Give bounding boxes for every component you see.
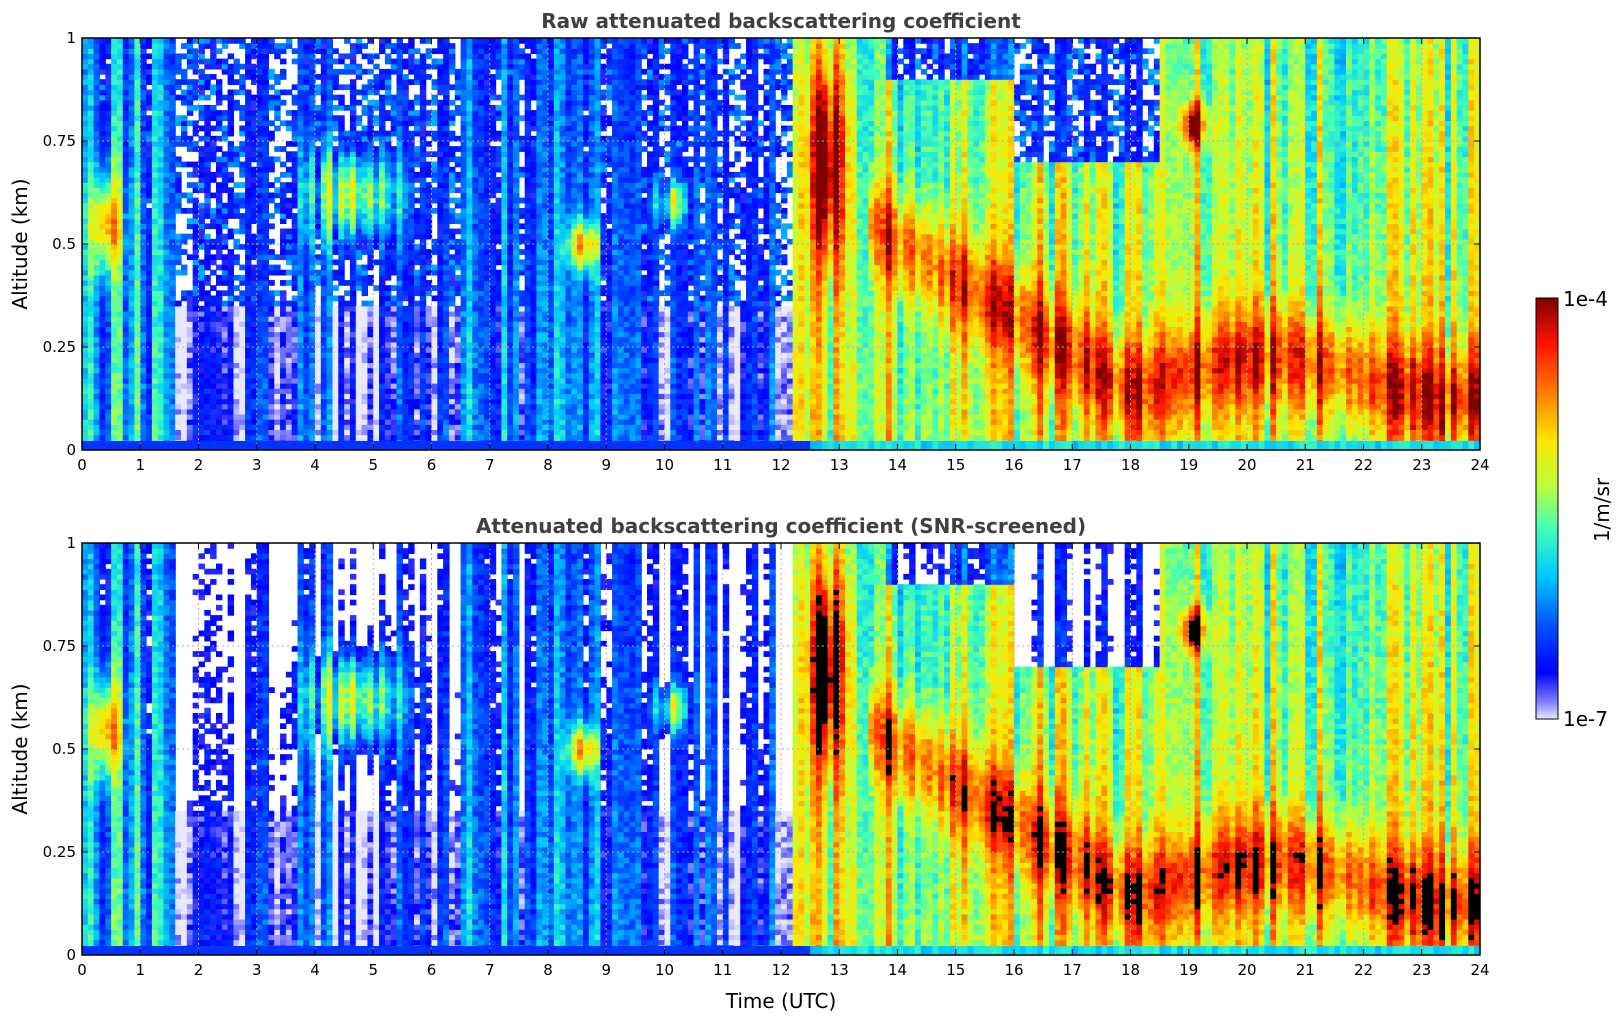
x-tick-label: 11 bbox=[713, 456, 732, 474]
y-tick-label: 1 bbox=[66, 534, 76, 552]
x-tick-label: 7 bbox=[485, 456, 495, 474]
y-tick-label: 0 bbox=[66, 441, 76, 459]
x-tick-label: 3 bbox=[252, 961, 262, 979]
panel-raw-y-ticks: 0 0.25 0.5 0.75 1 bbox=[43, 29, 1480, 459]
panel-screened-xlabel: Time (UTC) bbox=[725, 989, 837, 1013]
y-tick-label: 0.5 bbox=[52, 235, 76, 253]
x-tick-label: 16 bbox=[1004, 456, 1023, 474]
y-tick-label: 1 bbox=[66, 29, 76, 47]
panel-screened: Attenuated backscattering coefficient (S… bbox=[8, 514, 1490, 1013]
x-tick-label: 14 bbox=[888, 456, 907, 474]
colorbar-min-label: 1e-7 bbox=[1563, 707, 1608, 731]
x-tick-label: 13 bbox=[830, 961, 849, 979]
panel-screened-title: Attenuated backscattering coefficient (S… bbox=[476, 514, 1086, 538]
panel-screened-grid bbox=[82, 543, 1480, 955]
x-tick-label: 22 bbox=[1354, 456, 1373, 474]
colorbar-max-label: 1e-4 bbox=[1563, 287, 1608, 311]
y-tick-label: 0.75 bbox=[43, 132, 76, 150]
x-tick-label: 14 bbox=[888, 961, 907, 979]
x-tick-label: 2 bbox=[194, 961, 204, 979]
y-tick-label: 0 bbox=[66, 946, 76, 964]
colorbar-label: 1/m/sr bbox=[1590, 477, 1614, 542]
x-tick-label: 5 bbox=[368, 456, 378, 474]
x-tick-label: 2 bbox=[194, 456, 204, 474]
x-tick-label: 15 bbox=[946, 961, 965, 979]
x-tick-label: 0 bbox=[77, 961, 87, 979]
x-tick-label: 8 bbox=[543, 456, 553, 474]
x-tick-label: 24 bbox=[1470, 456, 1489, 474]
y-tick-label: 0.75 bbox=[43, 637, 76, 655]
x-tick-label: 10 bbox=[655, 456, 674, 474]
y-tick-label: 0.25 bbox=[43, 338, 76, 356]
x-tick-label: 16 bbox=[1004, 961, 1023, 979]
panel-screened-heatmap bbox=[82, 543, 1480, 955]
x-tick-label: 20 bbox=[1237, 456, 1256, 474]
x-tick-label: 11 bbox=[713, 961, 732, 979]
panel-raw-ylabel: Altitude (km) bbox=[8, 178, 32, 309]
x-tick-label: 1 bbox=[135, 456, 145, 474]
x-tick-label: 9 bbox=[601, 961, 611, 979]
x-tick-label: 19 bbox=[1179, 961, 1198, 979]
panel-screened-ylabel: Altitude (km) bbox=[8, 683, 32, 814]
x-tick-label: 10 bbox=[655, 961, 674, 979]
x-tick-label: 3 bbox=[252, 456, 262, 474]
x-tick-label: 18 bbox=[1121, 961, 1140, 979]
x-tick-label: 22 bbox=[1354, 961, 1373, 979]
x-tick-label: 21 bbox=[1296, 456, 1315, 474]
x-tick-label: 21 bbox=[1296, 961, 1315, 979]
x-tick-label: 13 bbox=[830, 456, 849, 474]
x-tick-label: 5 bbox=[368, 961, 378, 979]
x-tick-label: 20 bbox=[1237, 961, 1256, 979]
x-tick-label: 7 bbox=[485, 961, 495, 979]
panel-screened-x-ticks: 0 1 2 3 4 5 6 7 8 9 10 11 12 13 14 15 16 17 18 19 20 21 22 23 24 bbox=[77, 543, 1490, 979]
y-tick-label: 0.25 bbox=[43, 843, 76, 861]
x-tick-label: 0 bbox=[77, 456, 87, 474]
panel-raw-x-ticks: 0 1 2 3 4 5 6 7 8 9 10 11 12 13 14 15 16 17 18 19 20 21 22 23 24 bbox=[77, 38, 1490, 474]
x-tick-label: 23 bbox=[1412, 456, 1431, 474]
x-tick-label: 12 bbox=[771, 961, 790, 979]
x-tick-label: 4 bbox=[310, 456, 320, 474]
x-tick-label: 6 bbox=[427, 961, 437, 979]
x-tick-label: 1 bbox=[135, 961, 145, 979]
x-tick-label: 18 bbox=[1121, 456, 1140, 474]
panel-raw: Raw attenuated backscattering coefficien… bbox=[8, 9, 1490, 474]
x-tick-label: 15 bbox=[946, 456, 965, 474]
x-tick-label: 19 bbox=[1179, 456, 1198, 474]
x-tick-label: 9 bbox=[601, 456, 611, 474]
y-tick-label: 0.5 bbox=[52, 740, 76, 758]
panel-raw-heatmap bbox=[82, 38, 1480, 450]
colorbar-gradient bbox=[1535, 297, 1559, 720]
x-tick-label: 6 bbox=[427, 456, 437, 474]
x-tick-label: 17 bbox=[1063, 961, 1082, 979]
x-tick-label: 12 bbox=[771, 456, 790, 474]
colorbar: 1e-4 1e-7 1/m/sr bbox=[1535, 287, 1614, 731]
panel-screened-y-ticks: 0 0.25 0.5 0.75 1 bbox=[43, 534, 1480, 964]
x-tick-label: 24 bbox=[1470, 961, 1489, 979]
x-tick-label: 8 bbox=[543, 961, 553, 979]
panel-raw-grid bbox=[82, 38, 1480, 450]
panel-raw-title: Raw attenuated backscattering coefficien… bbox=[541, 9, 1021, 33]
x-tick-label: 17 bbox=[1063, 456, 1082, 474]
x-tick-label: 23 bbox=[1412, 961, 1431, 979]
x-tick-label: 4 bbox=[310, 961, 320, 979]
